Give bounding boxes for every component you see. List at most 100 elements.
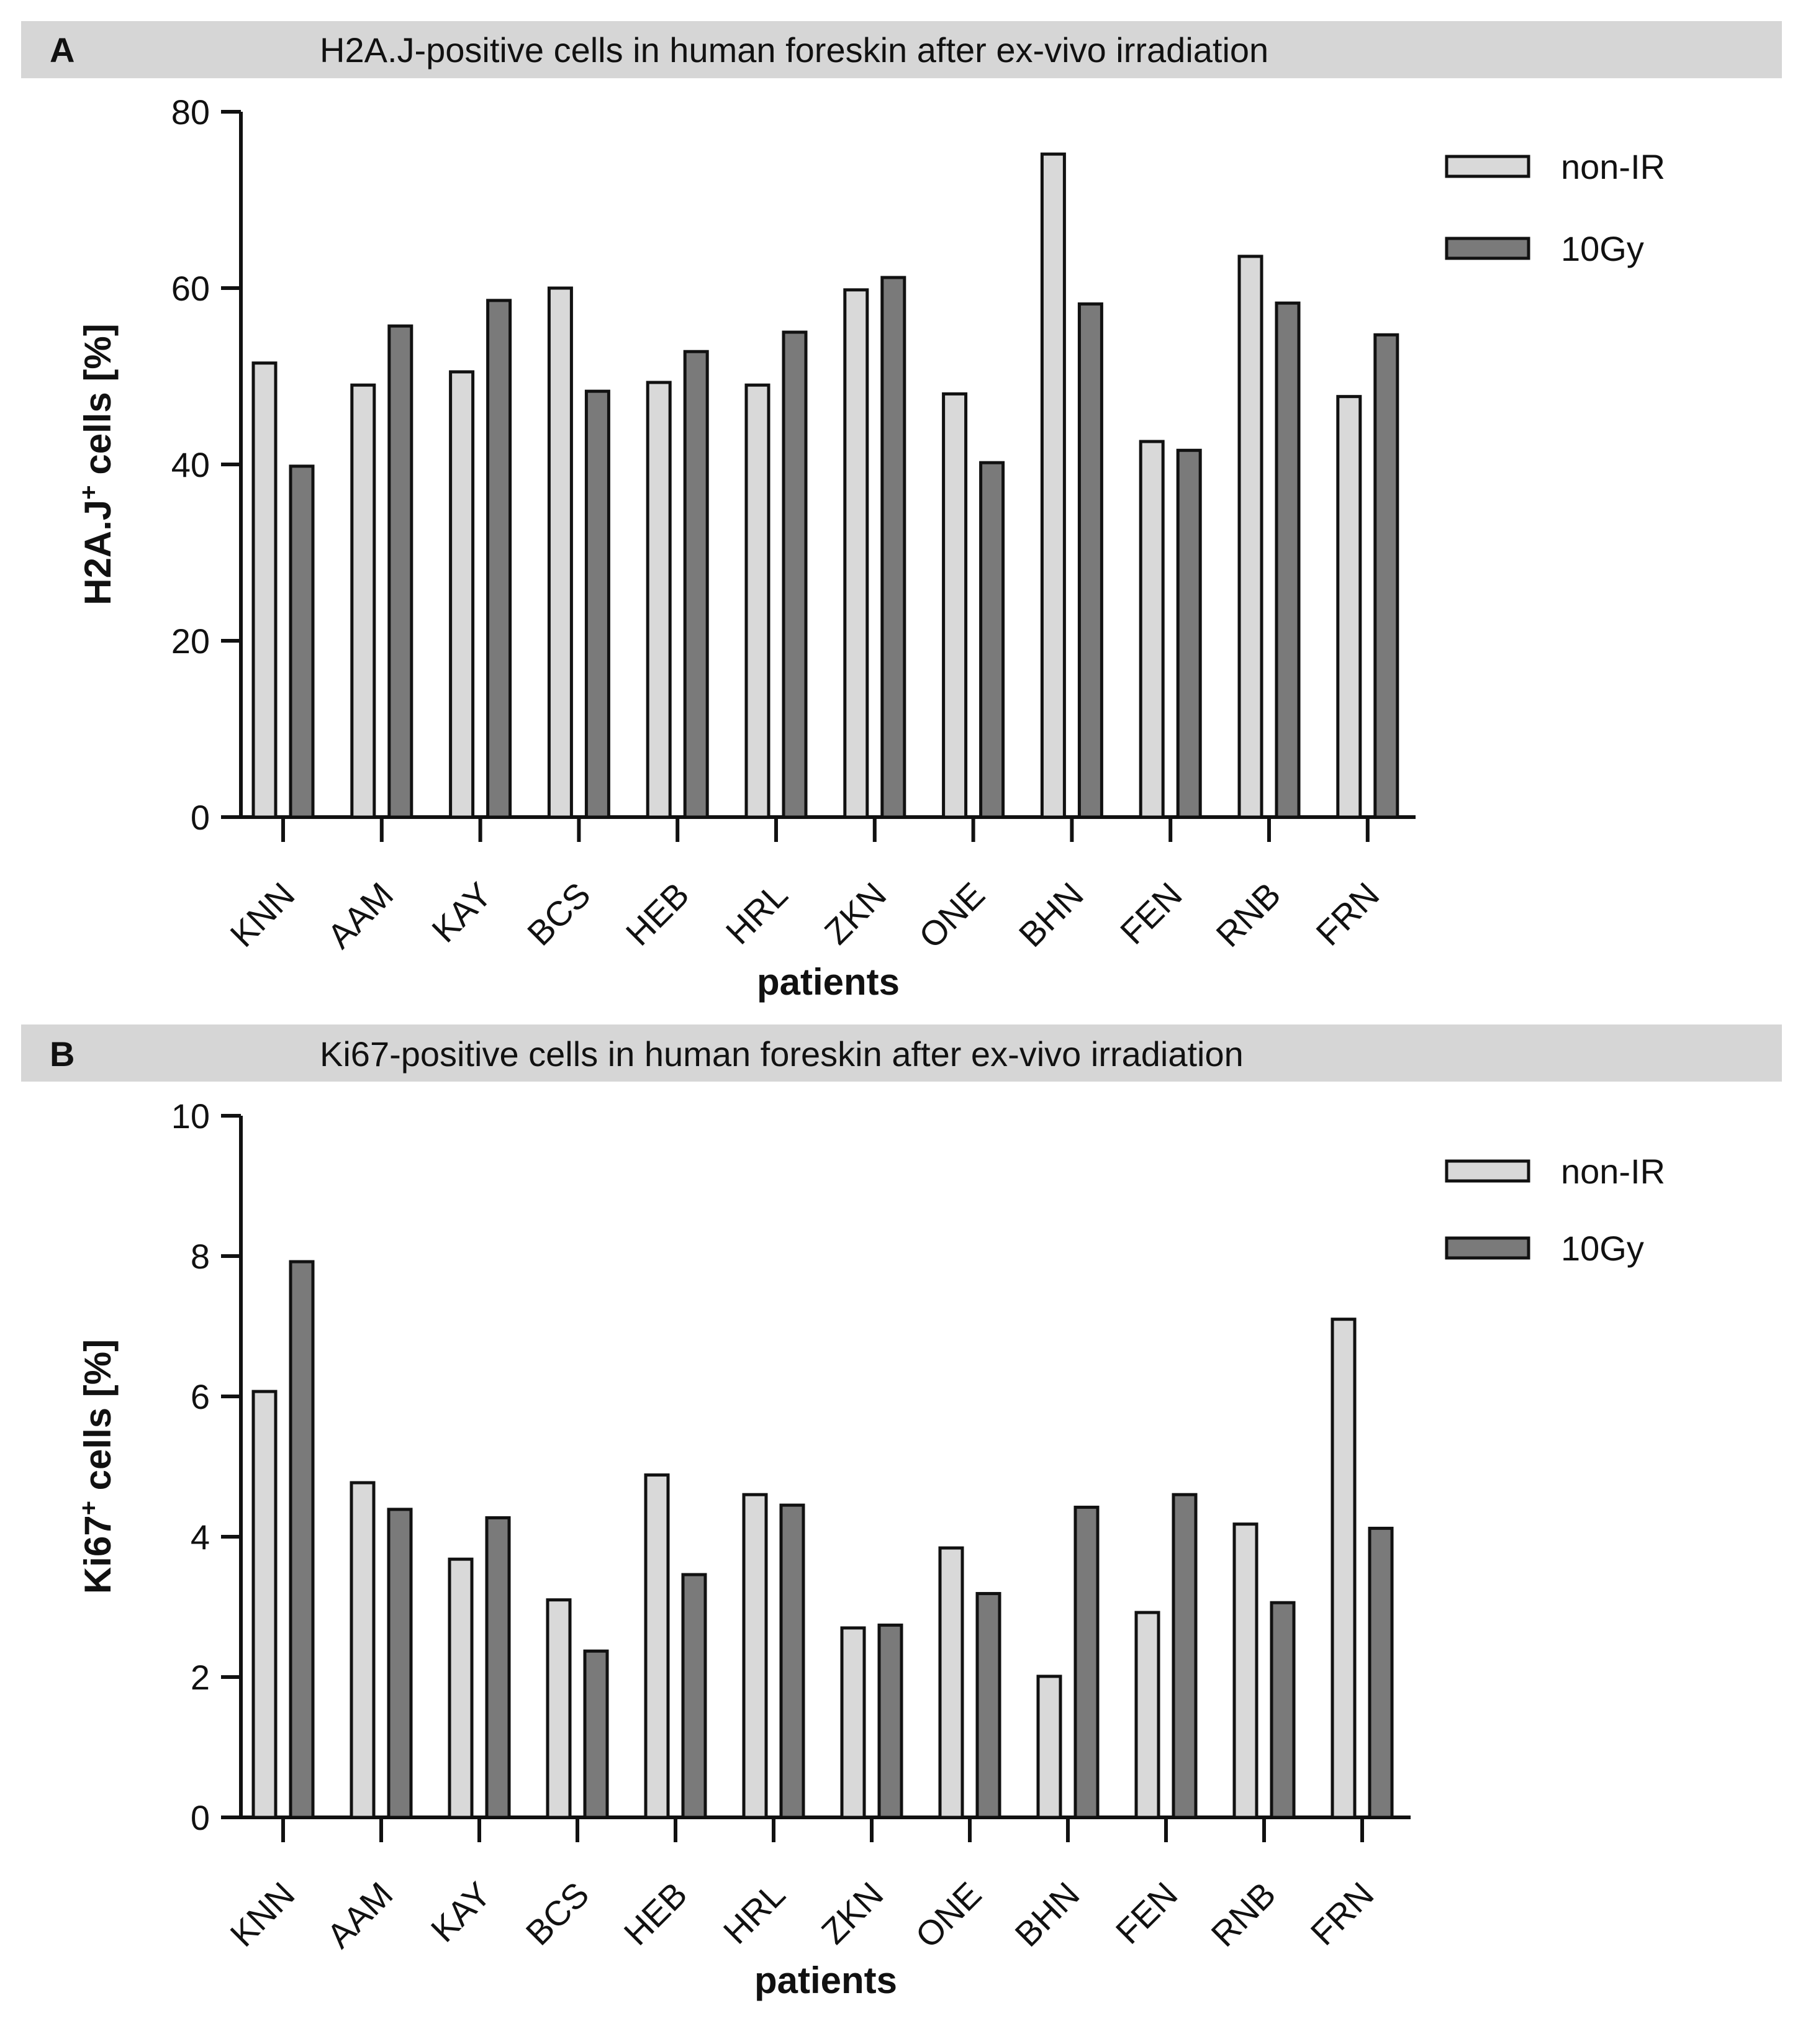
bar-non-ir-knn <box>251 1390 278 1819</box>
y-axis-title-rest: cells [%] <box>77 323 119 485</box>
bar-10gy-bcs <box>584 389 610 819</box>
bar-non-ir-bhn <box>1040 152 1066 819</box>
chart-panel-b: B Ki67-positive cells in human foreskin a… <box>21 1024 1782 2001</box>
y-axis-title-main: H2A.J <box>77 500 119 605</box>
bar-10gy-hrl <box>782 330 808 819</box>
bar-non-ir-hrl <box>744 383 770 819</box>
x-category-label: ZKN <box>817 875 894 952</box>
y-tick-label: 60 <box>171 269 210 308</box>
bar-10gy-hrl <box>779 1503 805 1819</box>
x-category-label: HRL <box>716 1874 793 1951</box>
bar-non-ir-aam <box>350 383 376 819</box>
panel-title-banner <box>21 1024 1782 1082</box>
panel-title-banner <box>21 21 1782 78</box>
bar-10gy-kay <box>486 299 512 819</box>
bar-10gy-heb <box>683 350 709 819</box>
y-tick-label: 80 <box>171 93 210 132</box>
legend: non-IR 10Gy <box>1445 1152 1665 1268</box>
bar-10gy-zkn <box>880 276 906 819</box>
bar-10gy-knn <box>289 464 315 819</box>
bar-non-ir-knn <box>251 361 278 819</box>
bar-non-ir-bcs <box>547 286 573 819</box>
y-axis-title-main: Ki67 <box>77 1515 119 1594</box>
x-category-label: HRL <box>718 875 795 952</box>
y-axis-title: H2A.J+ cells [%] <box>75 323 119 605</box>
y-axis-title-superscript: + <box>75 485 102 499</box>
y-tick-label: 0 <box>191 798 210 837</box>
x-category-label: ONE <box>908 1874 988 1955</box>
legend-label: non-IR <box>1561 147 1665 186</box>
x-category-label: HEB <box>618 875 697 953</box>
y-tick-label: 20 <box>171 622 210 661</box>
bar-10gy-frn <box>1368 1526 1394 1819</box>
bar-non-ir-frn <box>1331 1318 1357 1819</box>
chart-panel-a: A H2A.J-positive cells in human foreskin … <box>21 21 1782 1003</box>
bar-10gy-one <box>979 461 1005 819</box>
bar-10gy-rnb <box>1275 301 1301 819</box>
bar-non-ir-kay <box>448 1557 474 1819</box>
legend-swatch-10gy <box>1445 237 1530 260</box>
x-category-label: BCS <box>520 875 598 953</box>
legend: non-IR 10Gy <box>1445 147 1665 268</box>
chart-title: Ki67-positive cells in human foreskin af… <box>320 1034 1244 1074</box>
bar-10gy-knn <box>289 1260 315 1819</box>
x-category-label: RNB <box>1208 875 1288 954</box>
x-category-label: HEB <box>617 1874 695 1953</box>
panel-label: A <box>50 30 75 70</box>
x-category-label: AAM <box>319 1874 400 1955</box>
x-category-label: KAY <box>423 1874 499 1950</box>
bar-non-ir-zkn <box>840 1626 866 1819</box>
bar-10gy-fen <box>1176 448 1202 819</box>
legend-swatch-non-ir <box>1445 155 1530 178</box>
y-tick-label: 10 <box>171 1097 210 1136</box>
bar-non-ir-heb <box>644 1473 670 1819</box>
y-axis-title: Ki67+ cells [%] <box>75 1339 119 1594</box>
bar-non-ir-fen <box>1139 440 1165 819</box>
y-axis-title-rest: cells [%] <box>77 1339 119 1501</box>
bar-non-ir-one <box>938 1546 964 1819</box>
bar-10gy-one <box>975 1592 1001 1819</box>
x-category-label: ONE <box>911 875 992 956</box>
legend-label: 10Gy <box>1561 1229 1644 1268</box>
y-axis-title-superscript: + <box>75 1501 102 1515</box>
x-axis-title: patients <box>757 961 900 1003</box>
legend-swatch-10gy <box>1445 1236 1530 1260</box>
bar-non-ir-fen <box>1134 1611 1160 1819</box>
chart-title: H2A.J-positive cells in human foreskin a… <box>320 30 1268 70</box>
bar-10gy-aam <box>387 324 413 819</box>
bar-10gy-fen <box>1172 1493 1198 1819</box>
bar-10gy-heb <box>681 1573 707 1819</box>
y-tick-label: 4 <box>191 1517 210 1557</box>
bar-non-ir-one <box>942 392 968 819</box>
x-category-label: ZKN <box>814 1874 891 1951</box>
panel-label: B <box>50 1034 75 1074</box>
bar-non-ir-frn <box>1336 395 1362 819</box>
bar-non-ir-hrl <box>742 1493 768 1819</box>
legend-label: non-IR <box>1561 1152 1665 1191</box>
bar-10gy-bhn <box>1073 1506 1100 1819</box>
y-tick-label: 8 <box>191 1237 210 1276</box>
bar-non-ir-kay <box>449 370 475 819</box>
x-category-label: KNN <box>222 1874 302 1954</box>
y-tick-label: 6 <box>191 1377 210 1416</box>
y-tick-label: 2 <box>191 1658 210 1697</box>
x-category-label: BHN <box>1011 875 1091 954</box>
y-tick-label: 40 <box>171 445 210 484</box>
bar-non-ir-rnb <box>1237 255 1263 819</box>
x-category-label: FRN <box>1303 1874 1381 1953</box>
x-category-label: AAM <box>320 875 400 956</box>
x-category-label: KAY <box>424 875 499 950</box>
bar-10gy-bhn <box>1077 302 1103 819</box>
y-tick-label: 0 <box>191 1798 210 1837</box>
x-category-label: FEN <box>1113 875 1190 952</box>
x-category-label: KNN <box>222 875 302 954</box>
legend-label: 10Gy <box>1561 229 1644 268</box>
bar-non-ir-aam <box>350 1481 376 1819</box>
bar-10gy-frn <box>1373 333 1399 819</box>
x-axis-title: patients <box>754 1960 897 2001</box>
x-category-label: BCS <box>518 1874 597 1953</box>
x-category-label: FEN <box>1108 1874 1185 1951</box>
bar-10gy-bcs <box>583 1649 609 1819</box>
x-category-label: BHN <box>1007 1874 1087 1954</box>
